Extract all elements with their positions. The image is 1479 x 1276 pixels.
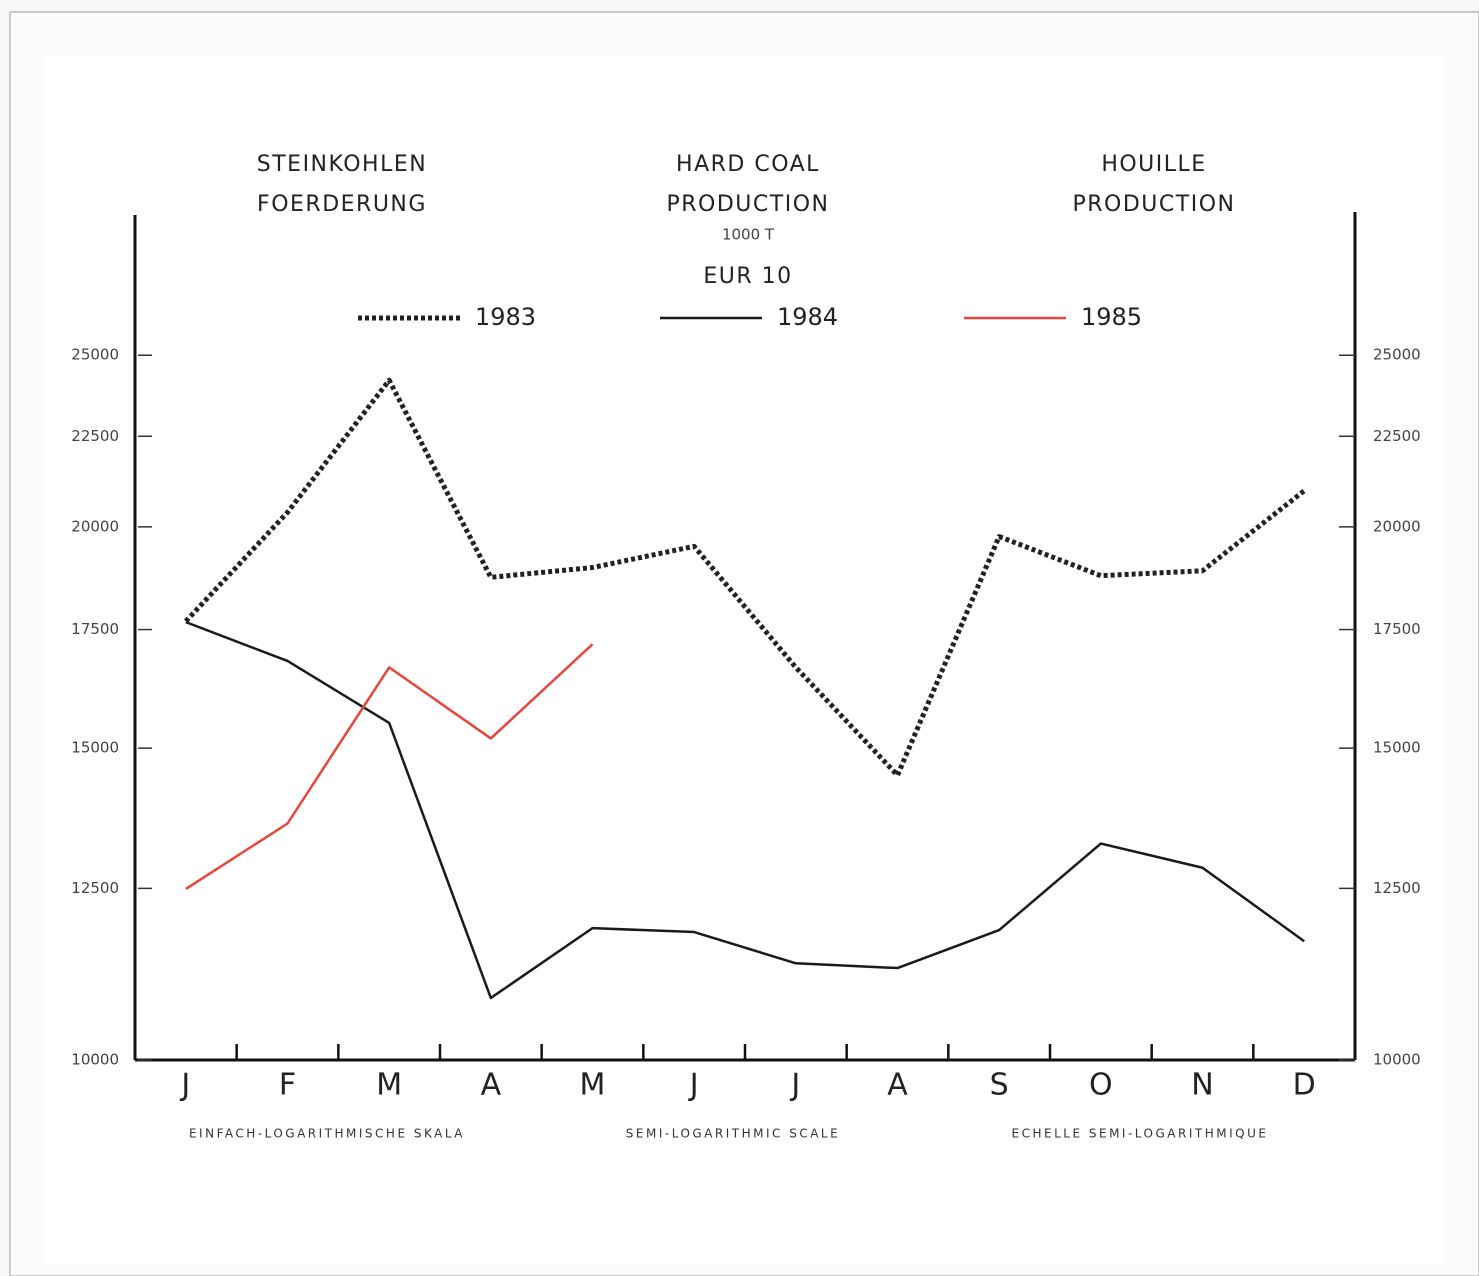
y-tick-label: 20000 xyxy=(71,517,119,535)
y-tick-label: 17500 xyxy=(71,620,119,638)
y2-tick-label: 10000 xyxy=(1373,1051,1421,1069)
x-tick-label: F xyxy=(279,1068,296,1103)
scale-note: SEMI-LOGARITHMIC SCALE xyxy=(626,1127,840,1141)
unit-label: 1000 T xyxy=(722,226,775,244)
y2-tick-label: 17500 xyxy=(1373,620,1421,638)
plot-sheet xyxy=(45,55,1443,1265)
x-tick-label: A xyxy=(481,1068,502,1103)
chart-subtitle: EUR 10 xyxy=(703,264,792,289)
y-tick-label: 25000 xyxy=(71,346,119,364)
data-line xyxy=(184,377,1306,778)
y2-tick-label: 20000 xyxy=(1373,517,1421,535)
scale-note: EINFACH-LOGARITHMISCHE SKALA xyxy=(189,1127,465,1141)
x-tick-label: J xyxy=(179,1068,190,1103)
chart-title: PRODUCTION xyxy=(1073,192,1236,217)
y2-tick-label: 15000 xyxy=(1373,739,1421,757)
chart-title: HARD COAL xyxy=(676,152,820,177)
chart-title: STEINKOHLEN xyxy=(257,152,427,177)
x-tick-label: A xyxy=(887,1068,908,1103)
y-tick-label: 15000 xyxy=(71,739,119,757)
scale-note: ECHELLE SEMI-LOGARITHMIQUE xyxy=(1012,1127,1269,1141)
y-tick-label: 10000 xyxy=(71,1051,119,1069)
x-tick-label: D xyxy=(1293,1068,1316,1103)
x-tick-label: M xyxy=(376,1068,402,1103)
legend-label: 1984 xyxy=(777,303,838,331)
data-line xyxy=(185,620,1305,1000)
chart-title: HOUILLE xyxy=(1101,152,1206,177)
x-tick-label: S xyxy=(990,1068,1009,1103)
chart-title: PRODUCTION xyxy=(667,192,830,217)
y-tick-label: 22500 xyxy=(71,427,119,445)
y-tick-label: 12500 xyxy=(71,879,119,897)
x-tick-label: J xyxy=(789,1068,800,1103)
y2-tick-label: 25000 xyxy=(1373,346,1421,364)
y2-tick-label: 12500 xyxy=(1373,879,1421,897)
x-tick-label: J xyxy=(688,1068,699,1103)
chart-title: FOERDERUNG xyxy=(257,192,427,217)
legend-label: 1983 xyxy=(475,303,536,331)
x-tick-label: M xyxy=(580,1068,606,1103)
x-tick-label: O xyxy=(1089,1068,1113,1103)
x-tick-label: N xyxy=(1191,1068,1213,1103)
legend-label: 1985 xyxy=(1081,303,1142,331)
data-line xyxy=(185,643,594,891)
y2-tick-label: 22500 xyxy=(1373,427,1421,445)
